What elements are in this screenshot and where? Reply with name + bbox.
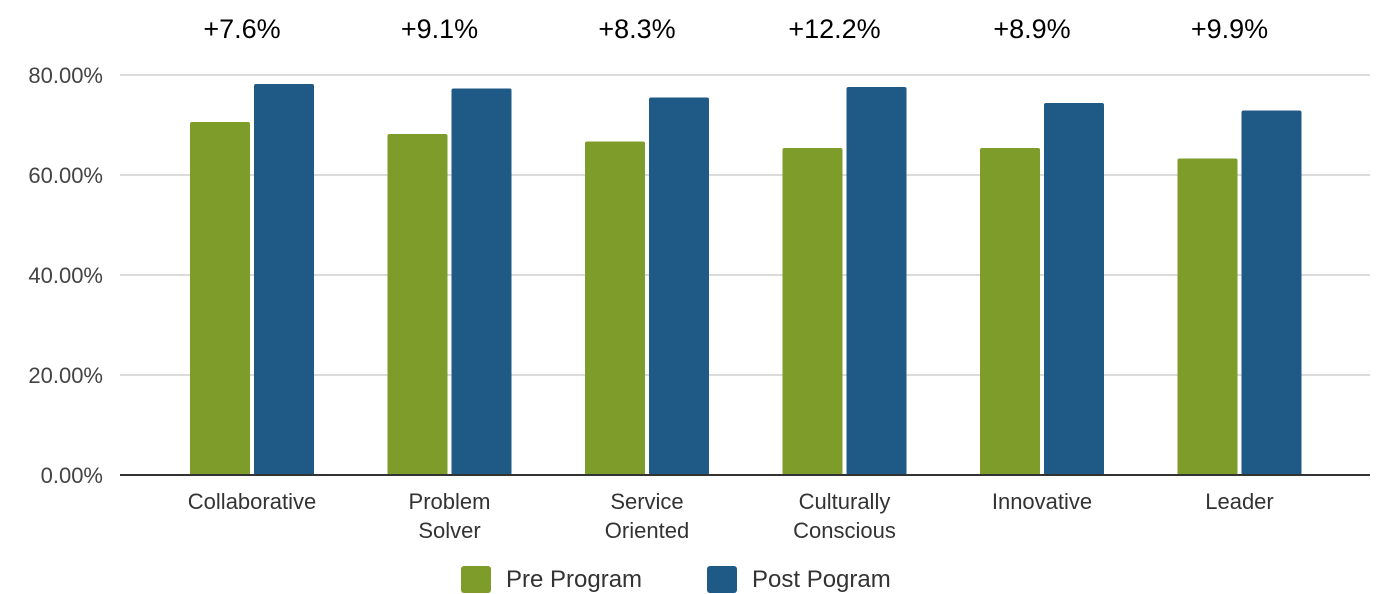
y-axis: 0.00% 20.00% 40.00% 60.00% 80.00% — [28, 63, 103, 488]
bar-post-program — [451, 88, 512, 475]
x-tick-label: Solver — [418, 518, 480, 543]
x-tick-label: Conscious — [793, 518, 896, 543]
legend-swatch — [461, 566, 491, 593]
delta-annotations: +7.6% +9.1% +8.3% +12.2% +8.9% +9.9% — [203, 14, 1268, 44]
legend: Pre Program Post Pogram — [461, 566, 891, 593]
bar-post-program — [254, 84, 314, 475]
bar-pre-program — [782, 148, 843, 475]
x-axis: Collaborative Problem Solver Service Oriente… — [188, 489, 1274, 543]
legend-swatch — [707, 566, 737, 593]
x-tick-label: Leader — [1205, 489, 1274, 514]
x-tick-label: Collaborative — [188, 489, 316, 514]
x-tick-label: Innovative — [992, 489, 1092, 514]
grid-lines — [120, 74, 1370, 376]
bar-pre-program — [387, 134, 448, 475]
delta-annotation: +12.2% — [788, 14, 880, 44]
bar-pre-program — [980, 148, 1040, 475]
x-tick-label: Service — [610, 489, 683, 514]
bar-pre-program — [190, 122, 250, 475]
y-tick-label: 60.00% — [28, 163, 103, 188]
x-tick-label: Culturally — [799, 489, 891, 514]
y-tick-label: 40.00% — [28, 263, 103, 288]
y-tick-label: 80.00% — [28, 63, 103, 88]
bar-post-program — [649, 97, 709, 475]
delta-annotation: +9.1% — [401, 14, 478, 44]
bar-post-program — [1044, 103, 1104, 475]
delta-annotation: +8.3% — [598, 14, 675, 44]
delta-annotation: +8.9% — [993, 14, 1070, 44]
bar-post-program — [1241, 110, 1302, 475]
bar-pre-program — [1177, 158, 1238, 475]
delta-annotation: +7.6% — [203, 14, 280, 44]
legend-label: Pre Program — [506, 566, 642, 593]
y-tick-label: 20.00% — [28, 363, 103, 388]
y-tick-label: 0.00% — [41, 463, 103, 488]
bar-post-program — [846, 87, 907, 475]
bars — [190, 84, 1302, 475]
bar-pre-program — [585, 141, 645, 475]
delta-annotation: +9.9% — [1191, 14, 1268, 44]
legend-label: Post Pogram — [752, 566, 891, 593]
x-tick-label: Problem — [409, 489, 491, 514]
x-tick-label: Oriented — [605, 518, 689, 543]
